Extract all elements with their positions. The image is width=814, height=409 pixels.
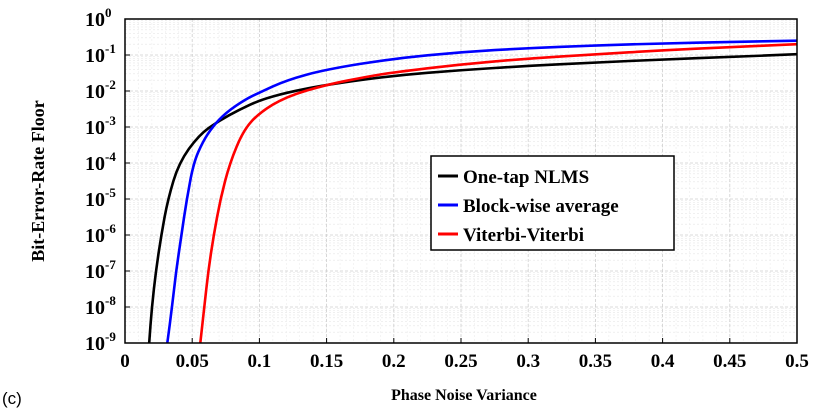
x-tick-label: 0.3 (516, 351, 540, 372)
panel-label: (c) (2, 389, 22, 408)
y-tick-base: 10 (85, 333, 105, 355)
x-tick-label: 0.25 (444, 351, 477, 372)
y-tick-exponent: -9 (105, 329, 116, 344)
x-axis-label: Phase Noise Variance (391, 387, 537, 404)
y-tick-exponent: 0 (105, 5, 112, 20)
y-tick-base: 10 (85, 261, 105, 283)
x-tick-label: 0.2 (382, 351, 406, 372)
series-line-2 (199, 42, 797, 343)
y-tick-exponent: -4 (105, 149, 116, 164)
y-axis-label: Bit-Error-Rate Floor (28, 100, 48, 261)
legend-entry: Viterbi-Viterbi (463, 225, 584, 246)
plot-series (147, 39, 797, 343)
y-tick-base: 10 (85, 9, 105, 31)
y-tick-exponent: -2 (105, 77, 116, 92)
x-tick-label: 0.15 (310, 351, 343, 372)
x-tick-label: 0.45 (713, 351, 746, 372)
y-tick-base: 10 (85, 189, 105, 211)
x-axis-ticks: 0 0.05 0.1 0.15 0.2 0.25 0.3 0.35 0.4 0.45 0.5 (120, 338, 809, 372)
series-line-0 (147, 52, 797, 343)
y-tick-exponent: -3 (105, 113, 116, 128)
x-tick-label: 0.4 (651, 351, 675, 372)
x-tick-label: 0.05 (176, 351, 209, 372)
y-tick-label: 10-6 (85, 221, 116, 247)
y-tick-base: 10 (85, 225, 105, 247)
y-tick-label: 10-7 (85, 257, 116, 283)
y-tick-label: 10-4 (85, 149, 116, 175)
x-tick-label: 0 (120, 351, 130, 372)
y-tick-label: 10-9 (85, 329, 116, 355)
y-tick-exponent: -6 (105, 221, 116, 236)
legend: One-tap NLMS Block-wise average Viterbi-Vi… (430, 155, 675, 251)
y-tick-exponent: -5 (105, 185, 116, 200)
x-tick-label: 0.1 (248, 351, 272, 372)
y-tick-label: 10-1 (85, 41, 116, 67)
y-tick-base: 10 (85, 117, 105, 139)
y-tick-base: 10 (85, 81, 105, 103)
x-tick-label: 0.5 (785, 351, 809, 372)
y-tick-label: 10-5 (85, 185, 116, 211)
y-tick-exponent: -8 (105, 293, 116, 308)
y-tick-label: 10-2 (85, 77, 116, 103)
y-tick-base: 10 (85, 297, 105, 319)
legend-entry: Block-wise average (463, 196, 619, 217)
y-tick-exponent: -7 (105, 257, 116, 272)
y-tick-base: 10 (85, 45, 105, 67)
y-tick-base: 10 (85, 153, 105, 175)
legend-entry: One-tap NLMS (463, 167, 589, 188)
y-tick-exponent: -1 (105, 41, 116, 56)
y-tick-label: 10-8 (85, 293, 116, 319)
x-tick-label: 0.35 (579, 351, 612, 372)
y-tick-label: 100 (85, 5, 112, 31)
y-tick-label: 10-3 (85, 113, 116, 139)
series-line-1 (166, 39, 797, 343)
legend-box (430, 155, 675, 251)
